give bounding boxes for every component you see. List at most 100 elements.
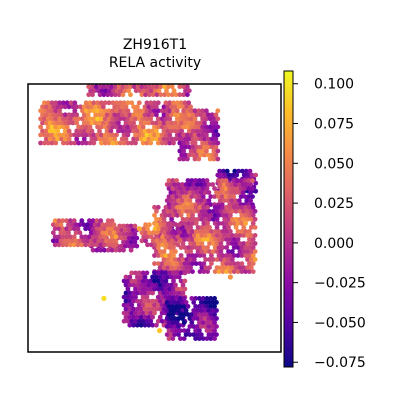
spot-point — [231, 261, 237, 266]
spot-point — [72, 108, 78, 114]
spot-point — [146, 314, 152, 320]
spot-point — [125, 310, 131, 316]
spot-point — [198, 144, 204, 150]
spot-point — [83, 140, 89, 146]
spot-point — [161, 112, 167, 118]
spot-point — [105, 84, 111, 90]
spot-point — [106, 100, 112, 106]
spot-point — [54, 238, 60, 244]
spot-point — [104, 136, 110, 142]
spot-point — [163, 108, 169, 114]
spot-point — [132, 231, 138, 237]
spot-point — [178, 100, 184, 106]
spot-point — [200, 320, 206, 325]
spot-point — [91, 100, 97, 106]
spot-point — [157, 306, 163, 312]
spot-point — [66, 238, 71, 244]
spot-point — [179, 112, 185, 118]
spot-point — [117, 116, 123, 122]
spot-point — [245, 208, 250, 214]
spot-point — [216, 204, 222, 210]
spot-point — [205, 245, 211, 250]
spot-point — [170, 178, 176, 183]
spot-point — [159, 310, 165, 316]
spot-point — [177, 92, 183, 98]
spot-point — [173, 222, 179, 228]
spot-point — [157, 274, 163, 280]
spot-point — [107, 222, 113, 228]
spot-point — [212, 237, 218, 242]
spot-point — [252, 216, 258, 222]
spot-point — [72, 100, 78, 106]
spot-point — [203, 208, 209, 214]
spot-point — [165, 265, 171, 270]
spot-point — [62, 136, 68, 142]
spot-point — [231, 204, 237, 210]
spot-point — [109, 247, 115, 253]
spot-point — [152, 124, 157, 130]
spot-point — [71, 218, 77, 224]
spot-point — [190, 204, 195, 210]
spot-point — [169, 222, 175, 228]
spot-point — [152, 310, 157, 316]
spot-point — [242, 178, 248, 183]
spot-point — [202, 182, 208, 187]
spot-point — [203, 225, 209, 230]
spot-point — [204, 296, 210, 301]
spot-point — [104, 112, 110, 118]
spot-point — [93, 136, 99, 142]
spot-point — [210, 308, 216, 313]
spot-point — [147, 222, 152, 228]
spot-point — [243, 168, 249, 174]
spot-point — [124, 231, 130, 237]
spot-point — [202, 120, 207, 126]
spot-point — [135, 128, 140, 134]
spot-point — [86, 92, 92, 98]
spot-point — [156, 88, 162, 94]
spot-point — [207, 140, 213, 146]
spot-point — [178, 336, 183, 341]
spot-point — [197, 245, 203, 250]
spot-point — [209, 261, 214, 266]
spot-point — [104, 222, 109, 228]
spot-point — [93, 84, 99, 90]
spot-point — [228, 237, 233, 242]
spot-point — [245, 265, 250, 270]
spot-point — [189, 312, 195, 317]
spot-point — [193, 237, 199, 242]
spot-point — [64, 124, 70, 130]
spot-point — [173, 265, 178, 270]
spot-point — [184, 225, 190, 230]
spot-point — [208, 312, 214, 317]
spot-point — [207, 257, 212, 262]
hot-spot-point — [101, 295, 107, 301]
spot-point — [178, 194, 183, 200]
spot-point — [208, 304, 214, 309]
spot-point — [174, 204, 180, 210]
spot-point — [229, 182, 235, 187]
spot-point — [231, 221, 237, 226]
spot-point — [226, 257, 231, 262]
spot-point — [49, 124, 55, 130]
spot-point — [88, 222, 94, 228]
spot-point — [164, 300, 170, 305]
spot-point — [180, 265, 186, 270]
spot-point — [57, 116, 62, 122]
spot-point — [66, 222, 71, 228]
spot-point — [59, 104, 64, 110]
spot-point — [179, 144, 185, 150]
spot-point — [203, 257, 209, 262]
spot-point — [59, 112, 64, 118]
spot-point — [92, 238, 98, 244]
spot-point — [111, 238, 117, 244]
spot-point — [91, 108, 97, 114]
spot-point — [201, 237, 207, 242]
spot-point — [173, 104, 178, 110]
spot-point — [108, 120, 114, 126]
spot-point — [193, 204, 199, 210]
spot-point — [181, 194, 187, 200]
spot-point — [69, 222, 75, 228]
spot-point — [64, 116, 70, 122]
spot-point — [83, 124, 89, 130]
spot-point — [127, 314, 133, 320]
